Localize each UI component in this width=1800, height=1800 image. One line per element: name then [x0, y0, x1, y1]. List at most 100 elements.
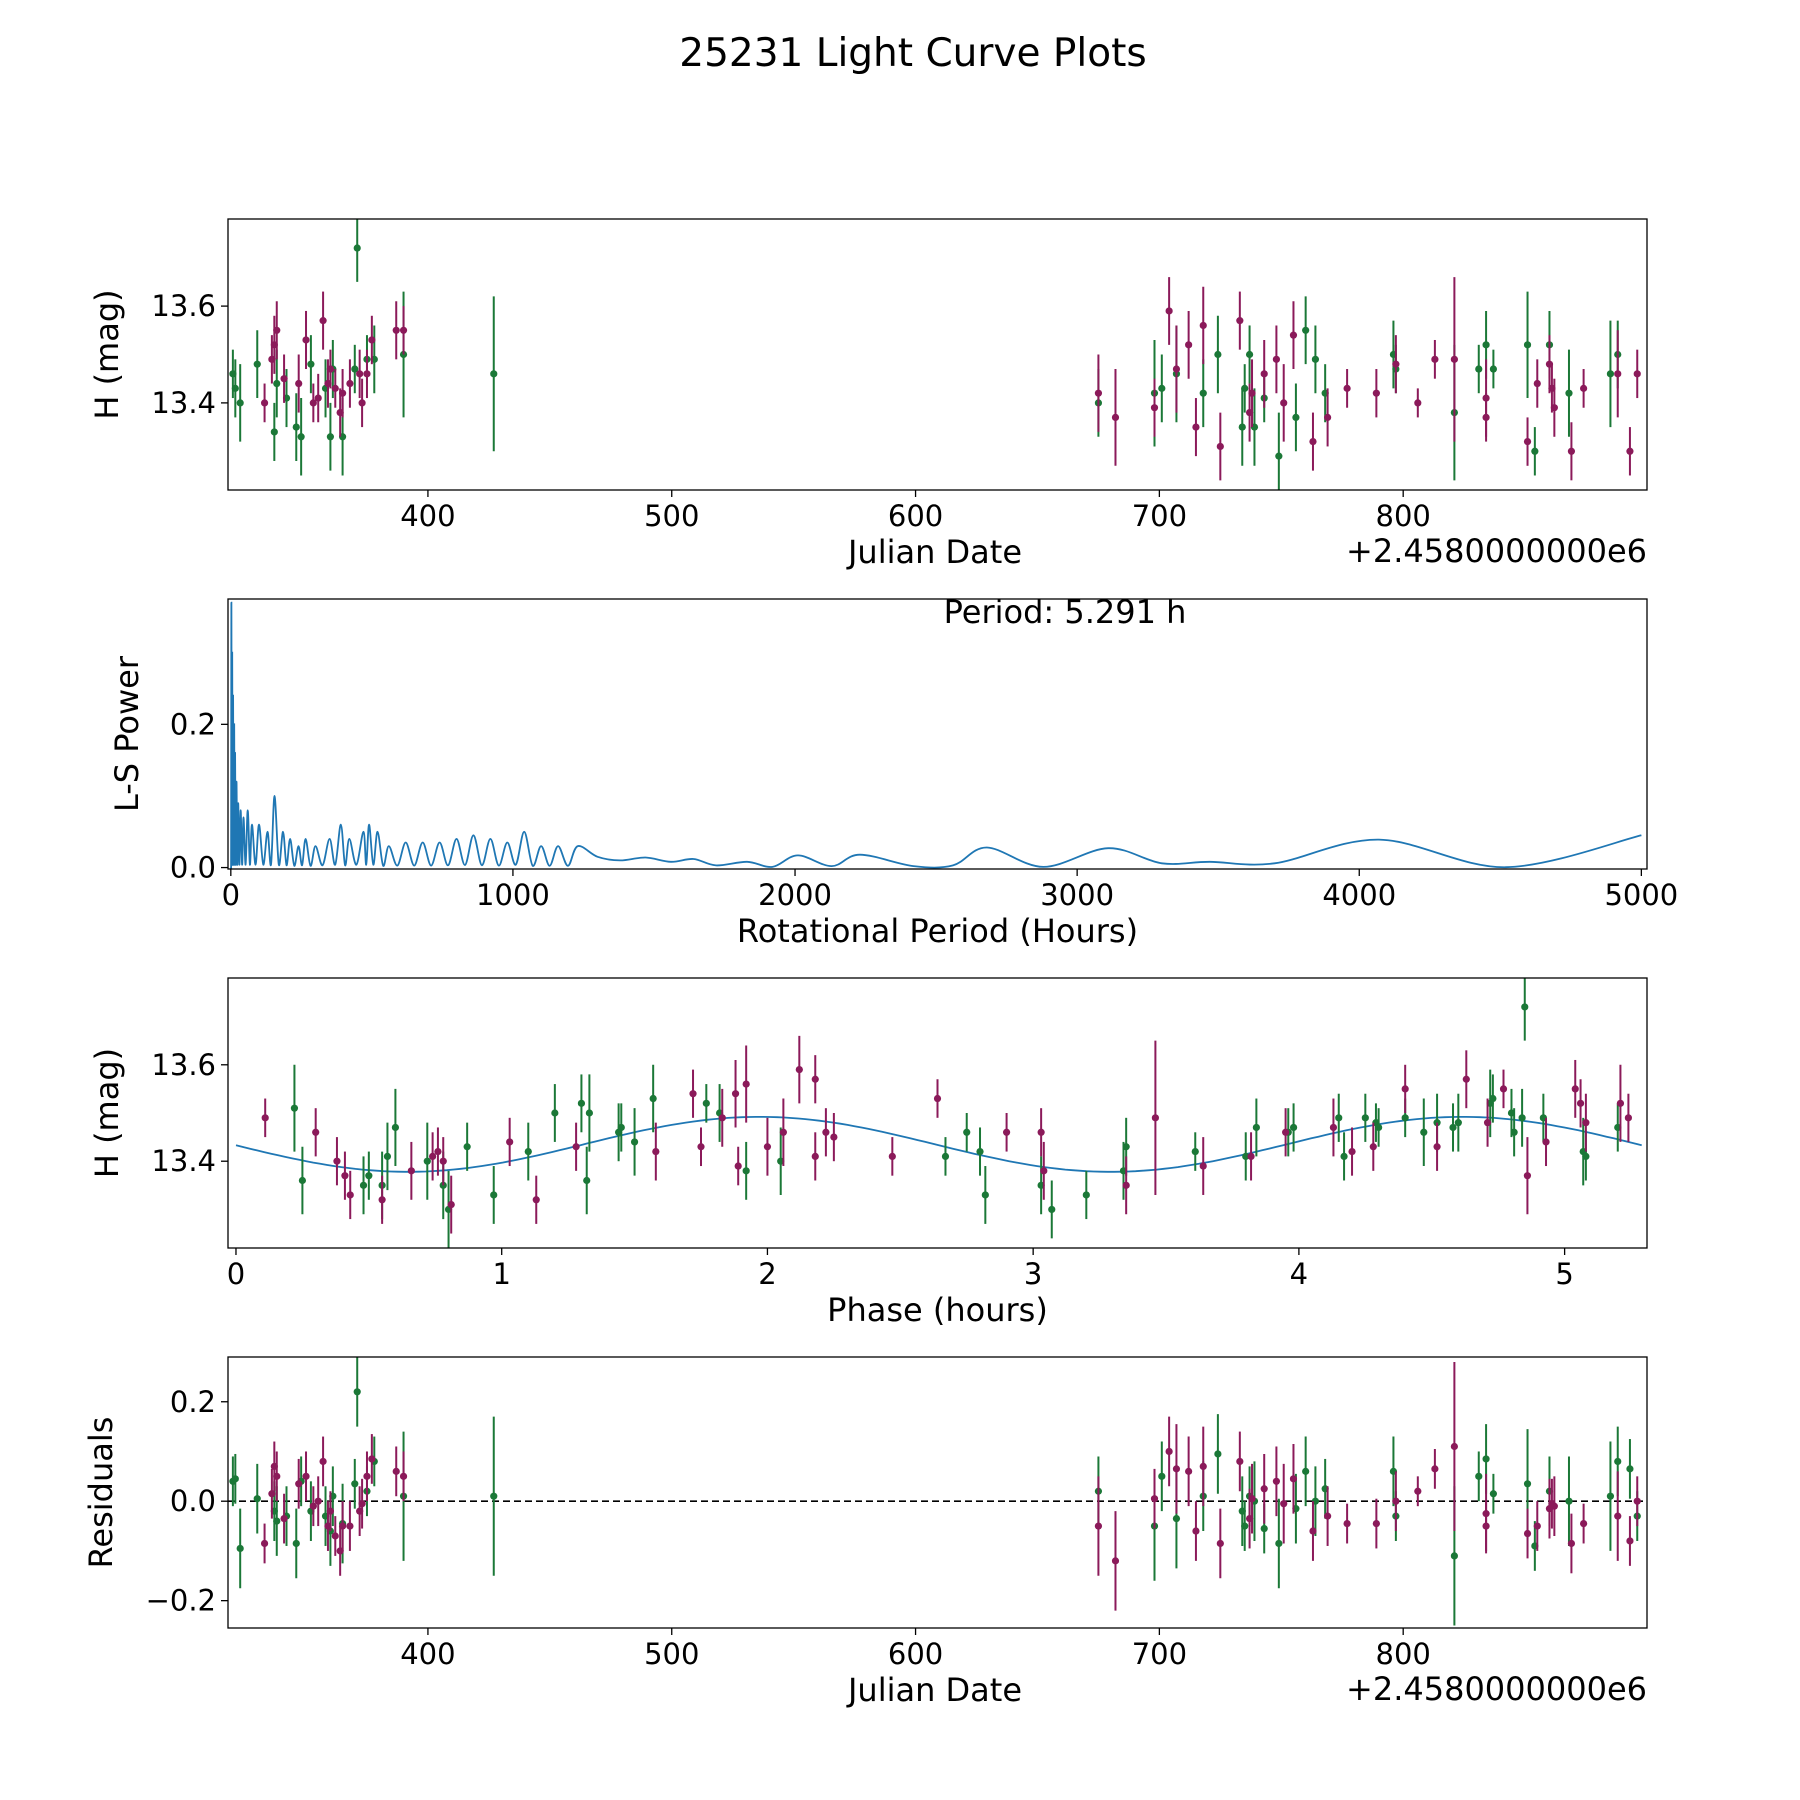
data-point: [963, 1128, 971, 1136]
data-point: [572, 1143, 580, 1151]
data-point: [1626, 1537, 1634, 1545]
data-point: [1369, 1143, 1377, 1151]
ls-axes-frame: [227, 598, 1648, 870]
series-green: [229, 1357, 1641, 1626]
data-point: [423, 1157, 431, 1165]
data-point: [236, 1544, 244, 1553]
data-point: [298, 1176, 307, 1185]
data-point: [1450, 1442, 1458, 1451]
data-point: [1414, 1487, 1422, 1495]
data-point: [273, 1517, 281, 1525]
data-point: [358, 1500, 366, 1508]
data-point: [1565, 389, 1573, 397]
data-point: [392, 1467, 400, 1475]
y-tick-label: 13.6: [151, 289, 216, 323]
data-point: [1309, 438, 1317, 446]
y-tick-label: 0.0: [170, 851, 216, 885]
data-point: [822, 1128, 830, 1136]
data-point: [1489, 1094, 1497, 1103]
data-point: [358, 399, 366, 407]
data-point: [314, 394, 322, 402]
data-point: [1606, 370, 1615, 378]
data-point: [490, 370, 498, 378]
data-point: [1614, 370, 1622, 378]
data-point: [261, 1114, 269, 1122]
data-point: [1431, 1465, 1439, 1473]
data-point: [260, 399, 269, 407]
data-point: [1462, 1075, 1470, 1083]
data-point: [1433, 1143, 1441, 1151]
x-tick-label: 0: [227, 1257, 245, 1291]
data-point: [1340, 1152, 1348, 1160]
data-point: [273, 326, 281, 334]
periodogram-panel: 0 1000 2000 3000 4000 5000 0.0 0.2 Rotational Pe…: [108, 593, 1678, 950]
x-tick-label: 600: [888, 499, 943, 533]
data-point: [1247, 1152, 1255, 1160]
data-point: [1548, 1500, 1556, 1508]
data-point: [351, 365, 359, 373]
data-point: [1151, 1114, 1159, 1122]
data-point: [1158, 1472, 1166, 1480]
data-point: [1260, 1524, 1268, 1533]
data-point: [1375, 1123, 1383, 1132]
data-point: [280, 375, 288, 383]
data-point: [1626, 447, 1634, 455]
data-point: [338, 389, 347, 397]
figure-title: 25231 Light Curve Plots: [679, 31, 1146, 76]
data-point: [1454, 1119, 1462, 1127]
data-point: [1343, 384, 1351, 392]
data-point: [319, 317, 327, 325]
data-point: [490, 1492, 498, 1500]
data-point: [941, 1152, 950, 1160]
data-point: [407, 1167, 415, 1175]
data-point: [830, 1133, 838, 1141]
data-point: [1523, 1529, 1532, 1538]
data-point: [585, 1109, 593, 1117]
data-point: [1576, 1099, 1585, 1107]
data-point: [365, 1172, 373, 1180]
data-point: [1165, 1447, 1173, 1456]
data-point: [630, 1138, 639, 1146]
data-point: [1172, 365, 1181, 373]
data-point: [292, 423, 300, 431]
data-point: [319, 1457, 327, 1466]
data-point: [1111, 1557, 1120, 1565]
phase-y-axis-label: H (mag): [88, 1048, 126, 1178]
x-tick-label: 600: [888, 1637, 943, 1671]
data-point: [1533, 1522, 1541, 1530]
data-point: [1482, 341, 1490, 349]
data-point: [1172, 1515, 1181, 1523]
phase-x-axis-label: Phase (hours): [827, 1291, 1048, 1329]
lc-y-axis-label: H (mag): [88, 289, 126, 419]
series-purple: [260, 1361, 1641, 1611]
data-point: [1582, 1152, 1590, 1160]
data-point: [1483, 1119, 1492, 1127]
data-point: [359, 1181, 368, 1189]
data-point: [260, 1539, 269, 1548]
data-point: [1158, 384, 1166, 392]
data-point: [314, 1497, 322, 1505]
data-point: [1606, 1492, 1615, 1500]
x-tick-label: 500: [644, 1637, 699, 1671]
data-point: [1580, 384, 1588, 392]
resid-plot-area: [228, 1357, 1647, 1626]
data-point: [1216, 442, 1224, 451]
periodogram-line: [229, 600, 1642, 869]
data-point: [779, 1128, 787, 1136]
x-axis-offset-label: +2.4580000000e6: [1346, 1670, 1647, 1708]
data-point: [1111, 413, 1120, 422]
data-point: [273, 1472, 281, 1480]
data-point: [697, 1143, 705, 1151]
x-tick-label: 3000: [1040, 878, 1114, 912]
data-point: [268, 1490, 276, 1498]
data-point: [1372, 389, 1380, 397]
x-tick-label: 4: [1290, 1257, 1308, 1291]
resid-x-axis-label: Julian Date: [846, 1671, 1022, 1709]
x-tick-label: 400: [400, 499, 455, 533]
data-point: [1242, 1152, 1250, 1160]
data-point: [1282, 1128, 1290, 1136]
data-point: [1633, 1497, 1641, 1505]
data-point: [399, 1472, 408, 1480]
data-point: [1523, 1172, 1532, 1180]
data-point: [1431, 355, 1439, 363]
